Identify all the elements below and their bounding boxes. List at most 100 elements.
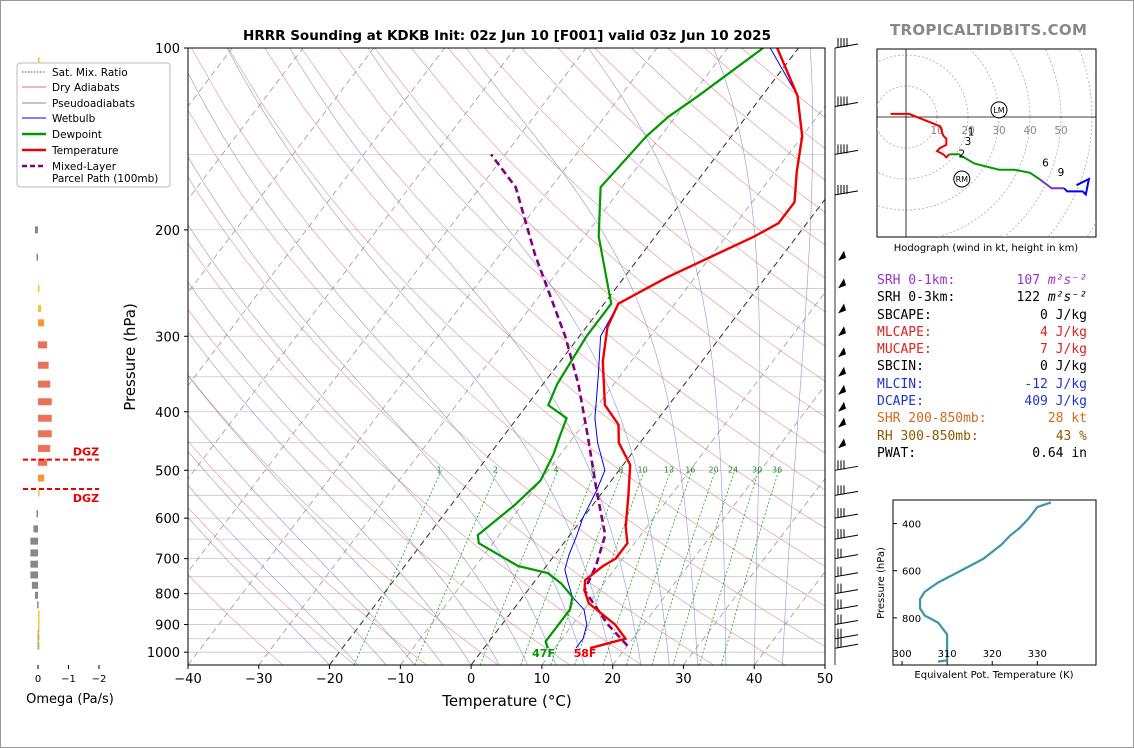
- chart-legend: Sat. Mix. Ratio Dry Adiabats Pseudoadiabat…: [16, 62, 171, 188]
- parcel-path-line: [490, 153, 629, 647]
- dgz-label: DGZ: [73, 446, 99, 459]
- index-label: MLCIN:: [877, 376, 924, 392]
- barb-shaft: [834, 465, 859, 471]
- y-tick-label: 800: [155, 588, 180, 603]
- index-number: 0: [1040, 307, 1048, 323]
- mixing-ratio-label: 8: [618, 466, 623, 475]
- wind-barb: [838, 250, 846, 261]
- hodograph-ring-label: 40: [1023, 125, 1036, 137]
- barb-flag: [838, 417, 846, 428]
- omega-bar: [31, 581, 38, 589]
- dry-adiabat: [374, 48, 825, 454]
- y-tick-label: 200: [155, 224, 180, 239]
- omega-bar: [34, 226, 38, 234]
- dry-adiabat: [411, 48, 825, 418]
- isotherm: [258, 48, 729, 665]
- mixing-ratio-line: [602, 470, 672, 665]
- mixing-ratio-label: 20: [709, 466, 719, 475]
- omega-bar: [30, 537, 38, 545]
- isotherm: [188, 48, 304, 201]
- moist-adiabat: [289, 48, 642, 665]
- y-tick-label: 600: [155, 512, 180, 527]
- index-value: 4 J/kg: [1040, 324, 1087, 341]
- y-tick-label: 1000: [147, 646, 180, 661]
- wind-barb: [838, 326, 846, 337]
- omega-panel: DGZ DGZ 0 −1 −2 Omega (Pa/s): [23, 57, 114, 707]
- y-tick-label: 100: [155, 42, 180, 57]
- wind-barb: [838, 303, 846, 314]
- moist-adiabat: [188, 484, 359, 665]
- legend-label: Dewpoint: [52, 129, 102, 141]
- mixing-ratio-line: [699, 470, 760, 665]
- index-unit: m²s⁻²: [1040, 273, 1087, 288]
- moist-adiabat: [188, 375, 444, 665]
- mixing-ratio-line: [672, 470, 736, 665]
- hodograph-trace: [1038, 178, 1065, 190]
- mixing-ratio-label: 10: [638, 466, 648, 475]
- isotherm: [400, 105, 825, 665]
- moist-adiabat: [188, 450, 387, 665]
- index-row: SBCIN: 0 J/kg: [877, 358, 1087, 375]
- omega-bar: [33, 525, 38, 533]
- hodograph-ring-label: 50: [1054, 125, 1067, 137]
- dry-adiabat: [484, 48, 825, 347]
- dry-adiabat: [188, 574, 284, 665]
- omega-bar: [38, 284, 40, 292]
- x-tick-label: 40: [746, 672, 763, 687]
- mixing-ratio-label: 6: [591, 466, 596, 475]
- theta-e-y-tick-label: 800: [902, 614, 921, 625]
- dry-adiabat: [337, 48, 825, 491]
- mixing-ratio-label: 2: [493, 466, 498, 475]
- mixing-ratio-line: [721, 470, 780, 665]
- omega-bar: [38, 610, 40, 618]
- barb-flag: [838, 278, 846, 289]
- wind-barb: [838, 366, 846, 377]
- omega-bar: [38, 57, 40, 65]
- index-value: -12 J/kg: [1024, 376, 1087, 393]
- wind-barbs: [834, 38, 859, 665]
- index-row: PWAT: 0.64 in: [877, 445, 1087, 462]
- y-tick-label: 400: [155, 406, 180, 421]
- mixing-ratio-label: 16: [685, 466, 695, 475]
- dry-adiabat: [188, 374, 499, 665]
- legend-label: Dry Adiabats: [52, 82, 120, 94]
- moist-adiabat: [466, 48, 698, 665]
- theta-e-plot: [919, 501, 1052, 663]
- x-tick-label: −20: [316, 672, 343, 687]
- omega-bar: [38, 430, 52, 438]
- wind-barb: [838, 278, 846, 289]
- index-value: 7 J/kg: [1040, 341, 1087, 358]
- index-row: MLCAPE: 4 J/kg: [877, 324, 1087, 341]
- theta-e-x-tick-label: 320: [983, 649, 1002, 660]
- surface-dewpoint-label: 47F: [532, 647, 555, 660]
- dry-adiabat: [447, 48, 825, 382]
- barb-flag: [838, 250, 846, 261]
- index-label: RH 300-850mb:: [877, 428, 979, 444]
- skewt-grid: 1 2 4 6 8 10 13 16 20 24 30 36: [188, 48, 825, 665]
- mixing-ratio-label: 30: [752, 466, 762, 475]
- sounding-indices: SRH 0-1km: 107 m²s⁻² SRH 0-3km: 122 m²s⁻² SB…: [877, 272, 1087, 462]
- omega-bar: [38, 458, 48, 466]
- isotherm: [188, 48, 587, 573]
- storm-motion-marker: [990, 101, 1008, 119]
- x-tick-label: 0: [467, 672, 475, 687]
- omega-bar: [30, 549, 38, 557]
- mixing-ratio-label: 24: [728, 466, 738, 475]
- index-row: SRH 0-3km: 122 m²s⁻²: [877, 289, 1087, 306]
- omega-bar: [36, 510, 38, 518]
- omega-bar: [34, 591, 38, 599]
- index-value: 0.64 in: [1032, 445, 1087, 462]
- theta-e-x-label: Equivalent Pot. Temperature (K): [914, 670, 1073, 681]
- wind-barb: [838, 401, 846, 412]
- temperature-line: [583, 48, 804, 650]
- omega-bar: [30, 571, 38, 579]
- wind-barb: [834, 566, 859, 578]
- hodograph-trace: [949, 153, 1040, 180]
- index-unit: J/kg: [1047, 394, 1087, 410]
- isotherm: [188, 48, 516, 480]
- hodograph-height-label: 1: [968, 127, 975, 139]
- omega-tick-label: −2: [92, 674, 107, 685]
- moist-adiabat: [188, 414, 415, 665]
- index-unit: J/kg: [1047, 342, 1087, 358]
